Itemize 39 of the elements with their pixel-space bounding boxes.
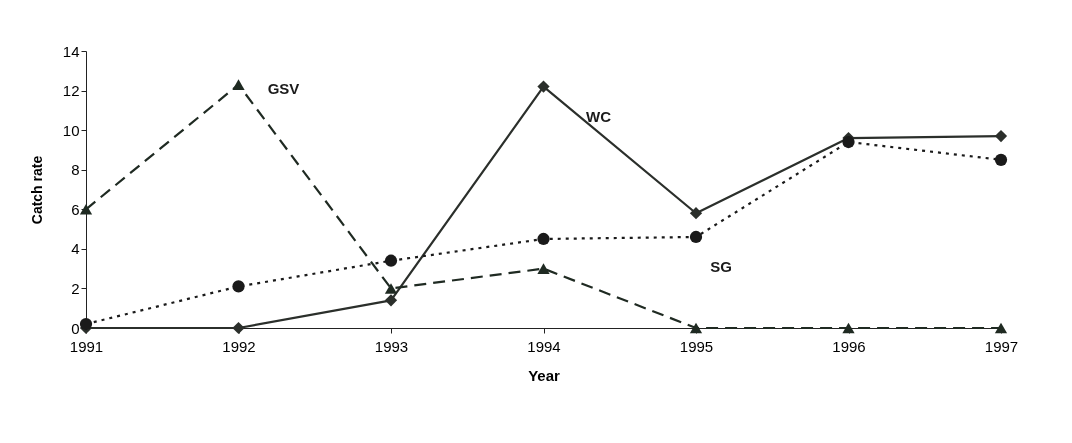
point bbox=[537, 80, 550, 93]
y-tick-label: 8 bbox=[71, 161, 80, 179]
point bbox=[994, 322, 1008, 334]
x-tick-label: 1994 bbox=[527, 337, 561, 355]
y-tick-label: 10 bbox=[62, 121, 80, 139]
point bbox=[842, 135, 855, 149]
x-axis-title: Year bbox=[528, 366, 561, 384]
point bbox=[79, 317, 93, 331]
point bbox=[537, 232, 550, 246]
y-tick-label: 2 bbox=[71, 279, 80, 297]
x-tick-label: 1991 bbox=[69, 337, 104, 355]
point bbox=[384, 283, 398, 294]
x-tick-label: 1997 bbox=[984, 337, 1019, 355]
point bbox=[79, 203, 93, 215]
y-tick-label: 6 bbox=[71, 200, 80, 218]
point bbox=[689, 322, 703, 334]
x-tick-label: 1992 bbox=[222, 337, 256, 355]
y-axis-title: Catch rate bbox=[28, 155, 45, 225]
series-label: SG bbox=[710, 257, 732, 275]
point bbox=[689, 207, 703, 220]
y-tick-label: 4 bbox=[71, 240, 80, 258]
point bbox=[384, 254, 398, 267]
point bbox=[537, 263, 550, 274]
x-tick-label: 1993 bbox=[374, 337, 409, 355]
point bbox=[232, 321, 245, 335]
point bbox=[384, 294, 398, 307]
point bbox=[689, 230, 703, 244]
point bbox=[232, 79, 245, 90]
x-tick-label: 1996 bbox=[832, 337, 866, 355]
point bbox=[994, 129, 1008, 143]
point bbox=[842, 322, 855, 334]
series-label: WC bbox=[586, 107, 612, 125]
series-label: GSV bbox=[267, 79, 300, 97]
y-tick-label: 12 bbox=[62, 82, 80, 100]
y-tick-label: 0 bbox=[71, 319, 80, 337]
point bbox=[232, 280, 245, 293]
x-tick-label: 1995 bbox=[679, 337, 714, 355]
y-tick-label: 14 bbox=[62, 42, 80, 60]
point bbox=[994, 153, 1008, 166]
